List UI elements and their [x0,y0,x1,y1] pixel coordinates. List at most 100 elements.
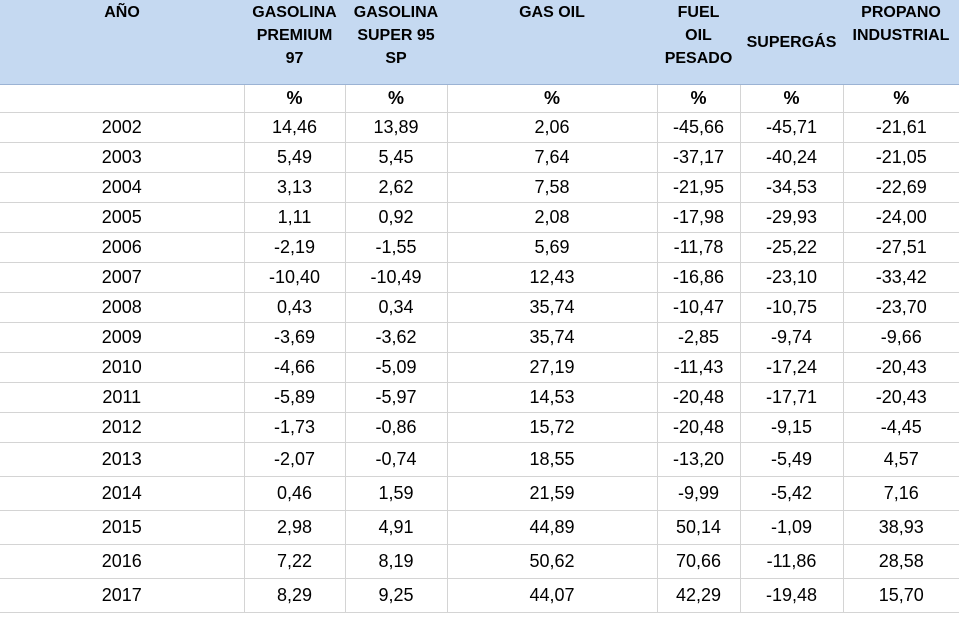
value-cell: -21,61 [842,112,959,143]
value-cell: 42,29 [656,578,740,613]
value-cell: 12,43 [446,262,657,293]
value-cell: 18,55 [446,442,657,477]
value-cell: -40,24 [739,142,843,173]
value-cell: -2,07 [243,442,345,477]
table-row: 2012 -1,73 -0,86 15,72 -20,48 -9,15 -4,45 [0,412,959,443]
table-row: 2002 14,46 13,89 2,06 -45,66 -45,71 -21,61 [0,112,959,143]
unit-cell: % [842,84,959,113]
value-cell: -27,51 [842,232,959,263]
header-line: SUPER 95 [357,27,435,44]
year-cell: 2015 [0,510,244,545]
value-cell: -10,49 [344,262,447,293]
value-cell: -45,71 [739,112,843,143]
header-row: AÑO GASOLINA PREMIUM 97 GASOLINA SUPER 9… [0,0,959,85]
value-cell: -21,05 [842,142,959,173]
table-row: 2017 8,29 9,25 44,07 42,29 -19,48 15,70 [0,578,959,613]
value-cell: 1,59 [344,476,447,511]
table-row: 2008 0,43 0,34 35,74 -10,47 -10,75 -23,70 [0,292,959,323]
value-cell: 2,06 [446,112,657,143]
header-line: SUPERGÁS [746,33,837,51]
value-cell: -20,43 [842,382,959,413]
table-row: 2005 1,11 0,92 2,08 -17,98 -29,93 -24,00 [0,202,959,233]
table-row: 2014 0,46 1,59 21,59 -9,99 -5,42 7,16 [0,476,959,511]
value-cell: -17,24 [739,352,843,383]
header-gasolina-premium-97: GASOLINA PREMIUM 97 [244,0,345,85]
value-cell: -3,62 [344,322,447,353]
value-cell: 14,46 [243,112,345,143]
value-cell: -45,66 [656,112,740,143]
unit-cell: % [243,84,345,113]
year-cell: 2014 [0,476,244,511]
value-cell: 7,58 [446,172,657,203]
unit-cell: % [344,84,447,113]
value-cell: -5,09 [344,352,447,383]
header-line: GASOLINA [353,4,439,21]
value-cell: -4,66 [243,352,345,383]
header-gasolina-super-95-sp: GASOLINA SUPER 95 SP [345,0,447,85]
value-cell: -10,40 [243,262,345,293]
value-cell: -1,73 [243,412,345,443]
value-cell: 2,08 [446,202,657,233]
year-cell: 2011 [0,382,244,413]
value-cell: 13,89 [344,112,447,143]
year-cell: 2013 [0,442,244,477]
value-cell: 8,29 [243,578,345,613]
value-cell: 35,74 [446,292,657,323]
value-cell: -23,70 [842,292,959,323]
year-cell: 2003 [0,142,244,173]
value-cell: 14,53 [446,382,657,413]
value-cell: 35,74 [446,322,657,353]
value-cell: 15,70 [842,578,959,613]
header-line: PROPANO [861,4,941,21]
value-cell: -10,47 [656,292,740,323]
table-row: 2007 -10,40 -10,49 12,43 -16,86 -23,10 -33,42 [0,262,959,293]
value-cell: -9,66 [842,322,959,353]
value-cell: -5,42 [739,476,843,511]
table-row: 2013 -2,07 -0,74 18,55 -13,20 -5,49 4,57 [0,442,959,477]
value-cell: -21,95 [656,172,740,203]
header-year: AÑO [0,0,244,85]
header-line: INDUSTRIAL [852,27,950,44]
value-cell: -24,00 [842,202,959,233]
value-cell: 0,43 [243,292,345,323]
value-cell: -16,86 [656,262,740,293]
value-cell: 28,58 [842,544,959,579]
header-line: GAS OIL [519,4,585,21]
value-cell: -5,49 [739,442,843,477]
value-cell: -34,53 [739,172,843,203]
value-cell: 8,19 [344,544,447,579]
value-cell: 2,62 [344,172,447,203]
value-cell: -1,09 [739,510,843,545]
value-cell: -11,43 [656,352,740,383]
header-propano-industrial: PROPANO INDUSTRIAL [843,0,959,85]
header-line: 97 [285,50,304,67]
year-cell: 2016 [0,544,244,579]
value-cell: 27,19 [446,352,657,383]
header-supergas: SUPERGÁS [740,0,843,85]
value-cell: -2,85 [656,322,740,353]
header-line: OIL [685,27,712,44]
value-cell: -23,10 [739,262,843,293]
value-cell: 21,59 [446,476,657,511]
unit-cell: % [446,84,657,113]
value-cell: -11,86 [739,544,843,579]
header-fuel-oil-pesado: FUEL OIL PESADO [657,0,740,85]
value-cell: 4,57 [842,442,959,477]
table-row: 2006 -2,19 -1,55 5,69 -11,78 -25,22 -27,51 [0,232,959,263]
table-row: 2016 7,22 8,19 50,62 70,66 -11,86 28,58 [0,544,959,579]
value-cell: 9,25 [344,578,447,613]
year-cell: 2009 [0,322,244,353]
table-row: 2015 2,98 4,91 44,89 50,14 -1,09 38,93 [0,510,959,545]
value-cell: 50,62 [446,544,657,579]
value-cell: -5,97 [344,382,447,413]
header-line: PESADO [664,50,733,67]
value-cell: -0,86 [344,412,447,443]
value-cell: -4,45 [842,412,959,443]
value-cell: 5,49 [243,142,345,173]
table-row: 2004 3,13 2,62 7,58 -21,95 -34,53 -22,69 [0,172,959,203]
value-cell: -0,74 [344,442,447,477]
value-cell: 3,13 [243,172,345,203]
year-cell: 2012 [0,412,244,443]
value-cell: 15,72 [446,412,657,443]
year-cell: 2010 [0,352,244,383]
